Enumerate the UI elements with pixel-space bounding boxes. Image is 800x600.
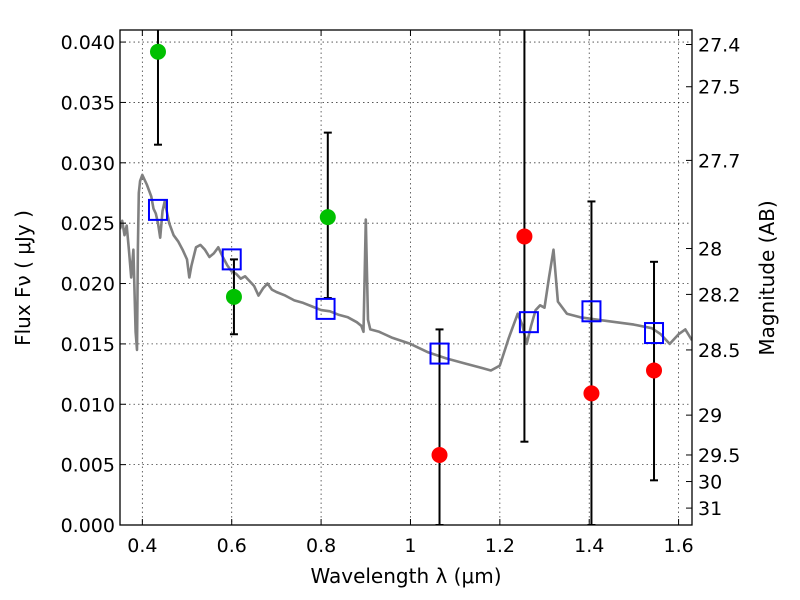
x-tick-label: 1 xyxy=(404,535,416,557)
model-square-marker xyxy=(147,198,168,221)
data-point-marker xyxy=(583,385,600,402)
right-tick-label: 27.7 xyxy=(698,150,740,172)
data-point-marker xyxy=(516,228,533,245)
right-tick-label: 29 xyxy=(698,405,722,427)
x-tick-label: 0.6 xyxy=(217,535,247,557)
model-square-marker xyxy=(518,311,539,334)
x-tick-label: 0.4 xyxy=(127,535,157,557)
right-tick-label: 27.5 xyxy=(698,77,740,99)
right-tick-label: 30 xyxy=(698,472,722,494)
data-point-marker xyxy=(646,362,663,379)
data-point-marker xyxy=(225,288,242,305)
right-axis-label: Magnitude (AB) xyxy=(755,200,779,355)
right-tick-label: 29.5 xyxy=(698,445,740,467)
model-square-marker xyxy=(581,300,602,323)
y-tick-label: 0.005 xyxy=(61,455,115,477)
data-point-marker xyxy=(149,43,166,60)
y-tick-label: 0.025 xyxy=(61,213,115,235)
model-spectrum xyxy=(120,173,692,372)
model-square-marker xyxy=(315,297,336,320)
y-tick-label: 0.010 xyxy=(61,394,115,416)
y-tick-label: 0.000 xyxy=(61,515,115,537)
error-bars xyxy=(153,30,659,525)
model-square-marker xyxy=(644,322,665,345)
x-axis-label: Wavelength λ (μm) xyxy=(310,564,501,588)
y-tick-label: 0.020 xyxy=(61,274,115,296)
spectrum-line xyxy=(120,173,692,372)
y-tick-label: 0.030 xyxy=(61,153,115,175)
data-points xyxy=(147,43,665,463)
y-tick-label: 0.035 xyxy=(61,92,115,114)
right-tick-label: 28.2 xyxy=(698,284,740,306)
data-point-marker xyxy=(431,446,448,463)
grid-lines xyxy=(120,30,692,526)
y-axis-label: Flux Fν ( μJy ) xyxy=(11,210,35,346)
right-tick-label: 31 xyxy=(698,498,722,520)
model-square-marker xyxy=(221,248,242,271)
data-point-marker xyxy=(319,209,336,226)
x-tick-label: 0.8 xyxy=(306,535,336,557)
plot-frame xyxy=(119,29,693,526)
x-tick-label: 1.6 xyxy=(663,535,693,557)
right-tick-label: 28.5 xyxy=(698,340,740,362)
x-tick-label: 1.4 xyxy=(574,535,604,557)
x-tick-label: 1.2 xyxy=(485,535,515,557)
axes: 0.4 0.6 0.8 1 1.2 1.4 1.6 0.000 0.005 0.010 0.015 0… xyxy=(61,30,740,557)
model-square-marker xyxy=(429,342,450,365)
y-tick-label: 0.015 xyxy=(61,334,115,356)
right-tick-label: 27.4 xyxy=(698,34,740,56)
y-tick-label: 0.040 xyxy=(61,32,115,54)
right-tick-label: 28 xyxy=(698,239,722,261)
